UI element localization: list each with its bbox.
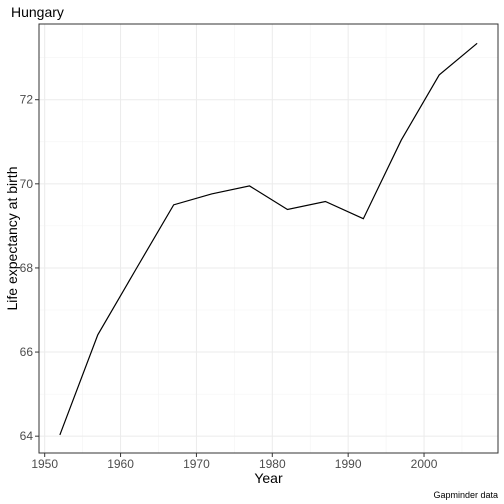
y-tick-label: 64 — [20, 429, 34, 443]
y-axis-title: Life expectancy at birth — [4, 167, 20, 311]
y-tick-label: 68 — [20, 261, 34, 275]
x-tick-label: 1960 — [107, 457, 134, 471]
grid-major — [39, 24, 498, 453]
y-axis: 64 66 68 70 72 — [20, 93, 39, 443]
grid-minor — [39, 24, 498, 453]
x-tick-label: 2000 — [411, 457, 438, 471]
series-line — [59, 42, 478, 436]
chart-title: Hungary — [11, 4, 64, 20]
x-axis-title: Year — [254, 470, 283, 486]
x-tick-label: 1950 — [31, 457, 58, 471]
y-tick-label: 66 — [20, 345, 34, 359]
x-tick-label: 1990 — [335, 457, 362, 471]
x-tick-label: 1980 — [259, 457, 286, 471]
panel-border — [38, 23, 499, 454]
y-tick-label: 70 — [20, 177, 34, 191]
y-tick-label: 72 — [20, 93, 34, 107]
chart-caption: Gapminder data — [433, 490, 498, 500]
x-tick-label: 1970 — [183, 457, 210, 471]
x-axis: 1950 1960 1970 1980 1990 2000 — [31, 453, 438, 471]
